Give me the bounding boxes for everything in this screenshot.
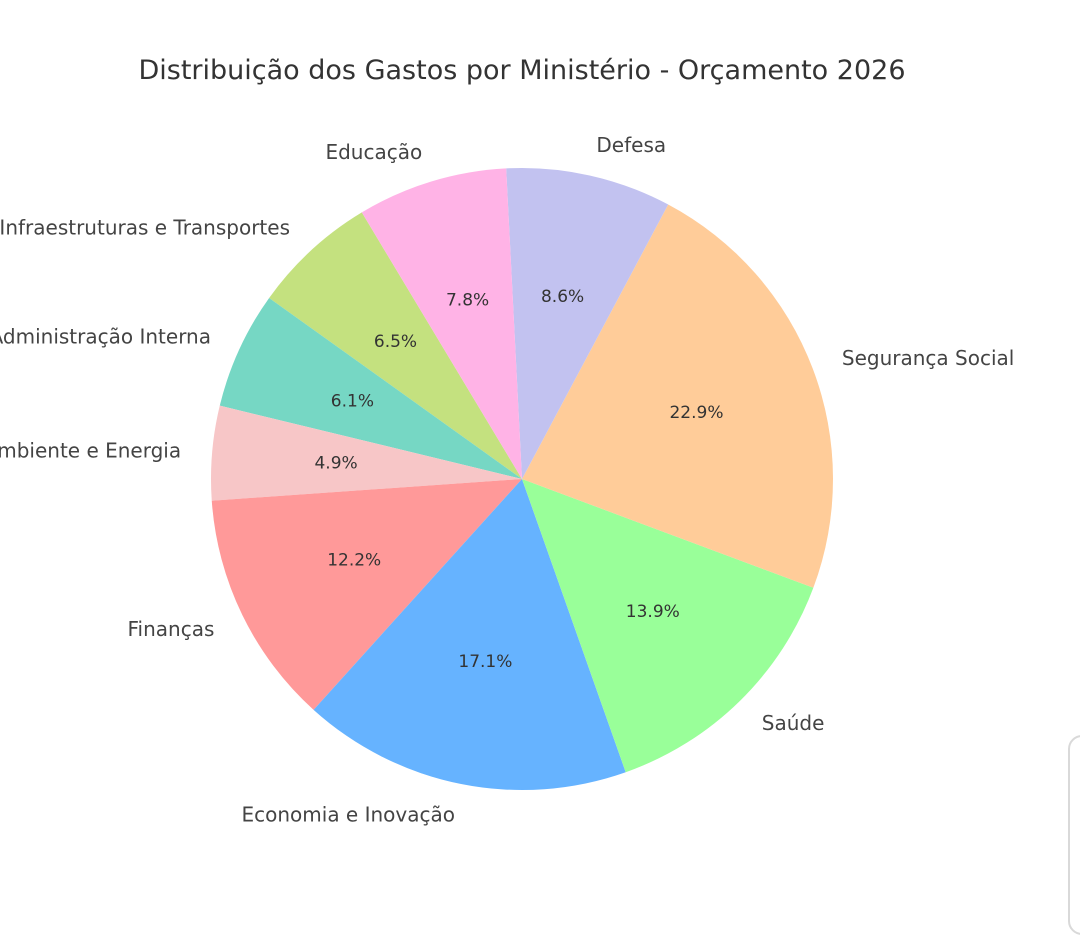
pie-slices [211, 167, 833, 791]
pie-slice-justica-e-administracao-interna [219, 297, 522, 479]
category-labels: Infraestruturas e Transportes Justiça e A… [0, 133, 1014, 826]
chart-title: Distribuição dos Gastos por Ministério -… [138, 55, 905, 86]
pie-slice-economia-e-inovacao [313, 479, 626, 791]
pct-label-economia-e-inovacao: 17.1% [458, 652, 512, 672]
floating-widget-edge[interactable] [1068, 735, 1080, 935]
category-label-seguranca-social: Segurança Social [842, 346, 1014, 370]
percentage-labels: 6.5% 6.1% 4.9% 12.2% 17.1% 13.9% 22.9% 8.6% 7.8% [314, 287, 723, 672]
category-label-saude: Saúde [762, 711, 825, 735]
pct-label-financas: 12.2% [327, 551, 381, 571]
pie-slice-infraestruturas-e-transportes [269, 212, 522, 480]
category-label-infraestruturas-e-transportes: Infraestruturas e Transportes [0, 216, 290, 240]
pie-slice-ambiente-e-energia [211, 405, 522, 501]
pct-label-ambiente-e-energia: 4.9% [314, 453, 357, 473]
pie-slice-educacao [361, 168, 522, 479]
category-label-defesa: Defesa [596, 133, 666, 157]
category-label-ambiente-e-energia: Ambiente e Energia [0, 438, 181, 462]
category-label-financas: Finanças [128, 617, 215, 641]
category-label-justica-e-administracao-interna: Justiça e Administração Interna [0, 325, 211, 349]
pie-chart: Distribuição dos Gastos por Ministério -… [0, 55, 1014, 827]
pie-slice-financas [211, 479, 522, 710]
pct-label-infraestruturas-e-transportes: 6.5% [374, 332, 417, 352]
pct-label-saude: 13.9% [626, 602, 680, 622]
pct-label-defesa: 8.6% [541, 287, 584, 307]
category-label-economia-e-inovacao: Economia e Inovação [242, 803, 456, 827]
category-label-educacao: Educação [325, 140, 422, 164]
pct-label-seguranca-social: 22.9% [669, 403, 723, 423]
pct-label-justica-e-administracao-interna: 6.1% [331, 391, 374, 411]
pie-slice-saude [522, 479, 814, 773]
pie-slice-seguranca-social [522, 204, 833, 588]
pct-label-educacao: 7.8% [446, 291, 489, 311]
pie-slice-defesa [506, 167, 669, 480]
